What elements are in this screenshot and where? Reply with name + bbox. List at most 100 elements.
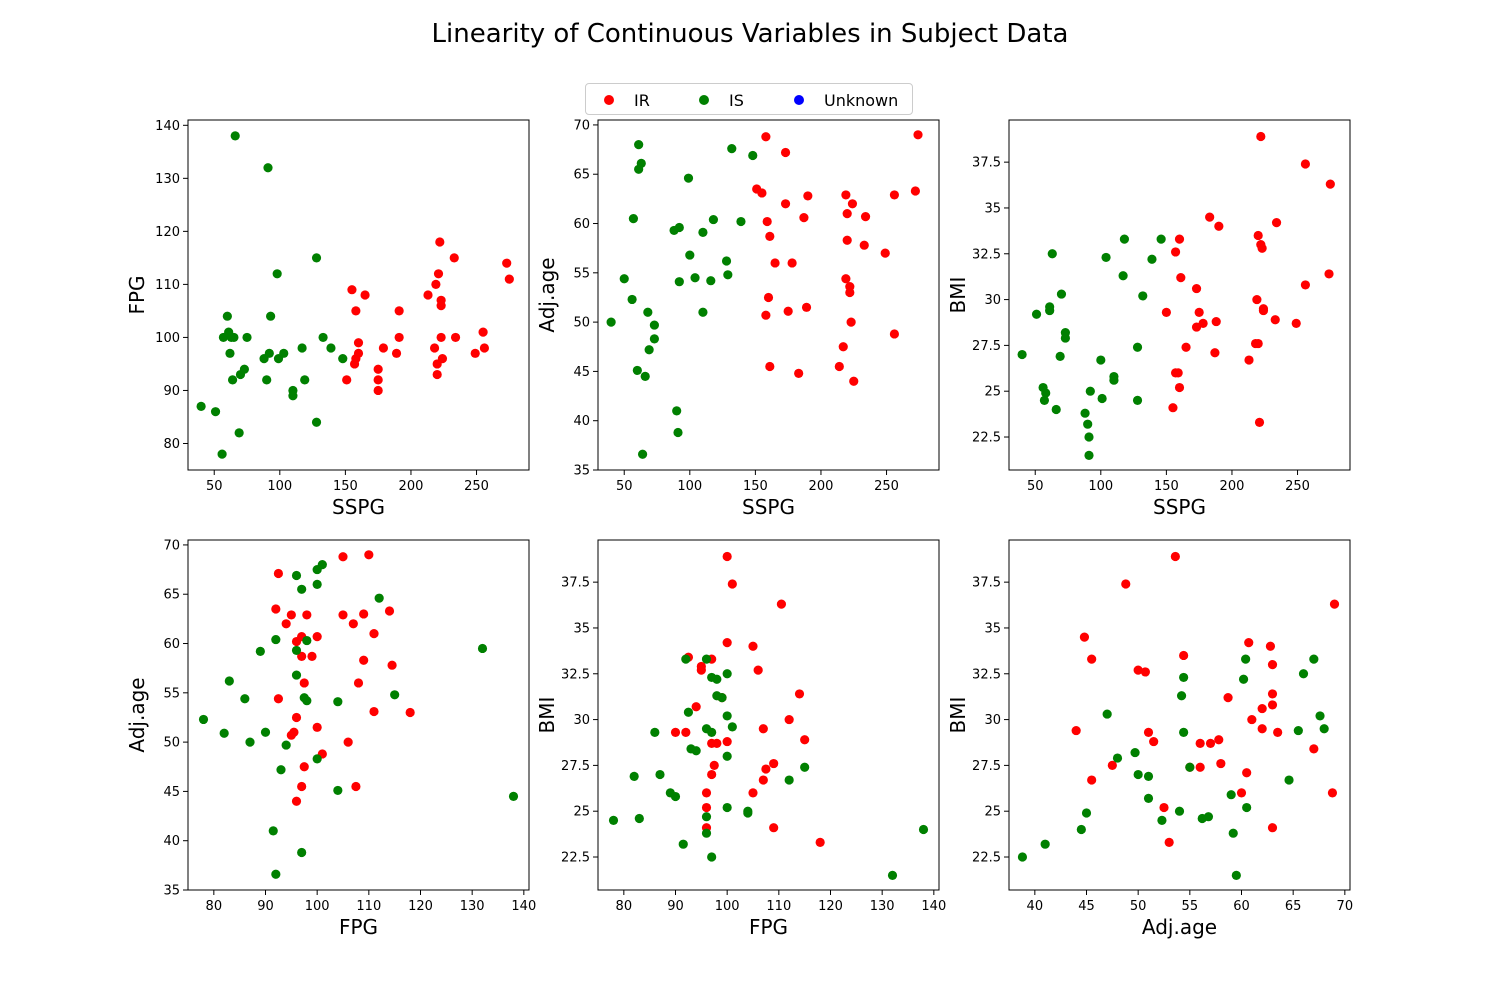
point-is (800, 762, 810, 772)
point-ir (1265, 641, 1276, 651)
point-is (1147, 254, 1157, 264)
scatter-panel-5: 80 90 100 110 120 130 140 22.5 25 27.5 30 32.5 35 37.… (535, 539, 946, 939)
point-ir (849, 376, 859, 386)
point-ir (913, 130, 923, 140)
point-ir (297, 651, 307, 661)
point-is (276, 765, 286, 775)
point-ir (765, 231, 775, 241)
point-is (637, 449, 648, 459)
point-ir (1247, 714, 1257, 725)
point-ir (502, 258, 512, 268)
point-ir (435, 237, 445, 247)
y-tick-label: 65 (573, 168, 590, 183)
y-tick-label: 35 (163, 884, 180, 899)
point-is (1017, 852, 1028, 862)
y-tick-label: 27.5 (561, 759, 590, 774)
point-ir (1329, 599, 1340, 609)
point-ir (709, 760, 719, 770)
y-axis-label: BMI (535, 697, 559, 734)
point-ir (1258, 305, 1269, 316)
point-ir (761, 310, 771, 320)
point-is (674, 222, 684, 233)
y-tick-label: 80 (163, 437, 180, 452)
x-tick-label: 250 (464, 479, 489, 494)
point-ir (1161, 307, 1171, 318)
point-ir (373, 375, 383, 385)
point-ir (1170, 247, 1181, 257)
point-ir (753, 665, 763, 675)
point-ir (360, 290, 370, 300)
point-is (229, 332, 239, 343)
plot-frame (1008, 119, 1351, 471)
y-tick-label: 32.5 (972, 247, 1001, 262)
point-is (1047, 249, 1057, 259)
point-is (685, 250, 695, 260)
point-ir (273, 568, 284, 579)
point-ir (860, 212, 871, 222)
point-ir (1253, 338, 1263, 349)
point-is (1083, 419, 1093, 429)
point-is (477, 643, 488, 654)
y-tick-label: 40 (163, 834, 180, 849)
legend-marker-ir (604, 95, 614, 105)
point-is (887, 870, 898, 880)
point-ir (271, 604, 281, 614)
point-is (636, 158, 646, 168)
point-ir (437, 354, 448, 364)
x-tick-label: 200 (1220, 479, 1245, 494)
point-is (634, 140, 644, 150)
point-is (655, 769, 665, 780)
point-is (291, 645, 302, 656)
point-is (701, 812, 712, 822)
x-tick-label: 130 (460, 899, 485, 914)
point-ir (769, 823, 779, 833)
point-is (297, 847, 307, 858)
x-tick-label: 130 (870, 899, 895, 914)
point-ir (1254, 417, 1265, 427)
y-tick-label: 90 (163, 384, 180, 399)
y-tick-label: 40 (573, 414, 590, 429)
point-ir (776, 599, 787, 609)
point-is (727, 722, 737, 732)
point-ir (378, 343, 389, 353)
point-ir (291, 712, 302, 723)
y-tick-label: 45 (573, 365, 590, 380)
point-is (266, 311, 276, 321)
point-ir (1133, 665, 1143, 675)
point-ir (359, 655, 369, 665)
point-is (1112, 753, 1123, 763)
point-ir (696, 665, 706, 675)
point-is (255, 646, 265, 657)
point-ir (794, 368, 804, 378)
x-tick-label: 65 (1285, 899, 1302, 914)
y-tick-label: 30 (984, 293, 1001, 308)
point-ir (780, 147, 791, 158)
point-ir (302, 610, 312, 620)
point-is (1241, 654, 1251, 664)
plot-frame (187, 539, 530, 891)
point-ir (1267, 700, 1278, 710)
point-is (196, 401, 206, 411)
point-is (708, 214, 719, 225)
point-is (706, 276, 716, 286)
point-is (271, 869, 281, 879)
x-tick-label: 150 (743, 479, 768, 494)
x-tick-label: 100 (1088, 479, 1113, 494)
y-tick-label: 25 (984, 805, 1001, 820)
point-ir (748, 641, 758, 651)
point-is (707, 727, 717, 738)
point-ir (1291, 318, 1301, 329)
point-ir (1267, 689, 1278, 699)
point-is (649, 320, 659, 330)
point-ir (1257, 703, 1267, 714)
point-ir (1257, 243, 1267, 253)
point-is (683, 707, 694, 717)
point-ir (727, 579, 737, 589)
legend-marker-is (699, 95, 709, 105)
point-is (1179, 672, 1189, 683)
point-ir (289, 727, 299, 737)
point-ir (841, 274, 851, 284)
point-ir (794, 689, 805, 699)
point-is (1143, 771, 1154, 781)
point-is (1157, 815, 1167, 825)
